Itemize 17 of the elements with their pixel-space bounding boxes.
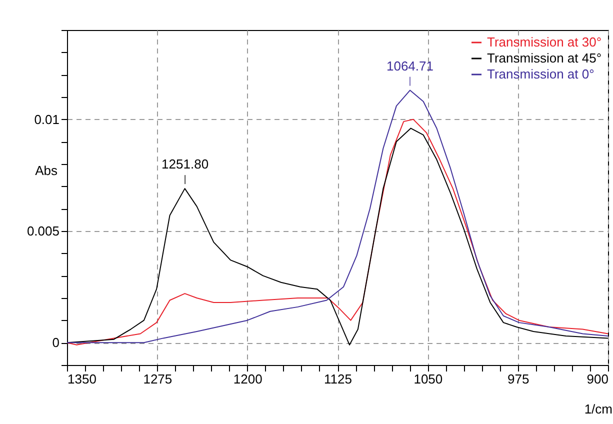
y-axis-title: Abs [35, 163, 58, 178]
legend-label: Transmission at 45° [487, 50, 602, 66]
x-tick-label: 1275 [143, 372, 172, 386]
legend-label: Transmission at 30° [487, 34, 602, 50]
y-tick-label: 0 [52, 335, 60, 350]
x-tick-label: 1200 [233, 372, 262, 386]
annotation: 1064.71 [386, 58, 434, 74]
x-tick-label: 975 [507, 372, 530, 386]
x-tick-label: 900 [586, 372, 608, 386]
y-tick-label: 0.01 [34, 112, 60, 127]
x-axis-title: 1/cm [584, 402, 612, 416]
x-tick-label: 1125 [324, 372, 352, 386]
x-tick-label: 1350 [68, 372, 96, 386]
annotation: 1251.80 [162, 156, 209, 172]
x-tick-label: 1050 [414, 372, 443, 386]
y-tick-label: 0.005 [26, 224, 60, 238]
legend-label: Transmission at 0° [487, 66, 594, 82]
